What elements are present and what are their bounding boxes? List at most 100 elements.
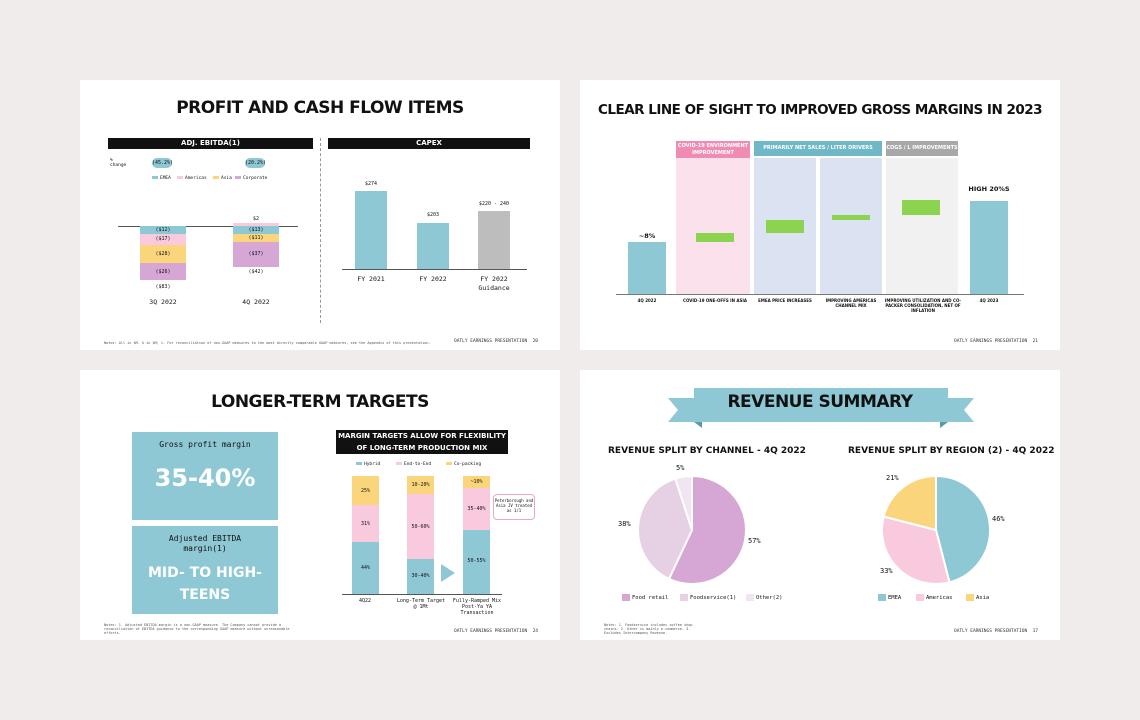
seg-label: 31% — [360, 521, 371, 527]
bar-3q-asia — [140, 245, 186, 263]
xlabel: Fully-Ramped Mix Post-Ya YA Transaction — [452, 598, 502, 616]
x-axis — [342, 594, 502, 595]
bar-4q-asia — [233, 234, 279, 242]
xlabel: 4Q 2022 — [637, 298, 657, 303]
top-label-4q: $2 — [252, 216, 260, 222]
step-covid — [696, 233, 734, 242]
footnote: Notes: 1. Adjusted EBITDA margin is a no… — [104, 623, 290, 635]
legend-corporate: Corporate — [235, 176, 267, 181]
bar-4q2022 — [628, 242, 666, 294]
pie-slice-asia — [882, 474, 937, 532]
seg-label: 50-60% — [411, 524, 430, 530]
end-value-label: HIGH 20%S — [968, 185, 1010, 193]
seg-label: ($17) — [155, 236, 171, 242]
bar3-end-to-end — [463, 488, 490, 530]
pct-badge-3q: (45.2%) — [152, 158, 174, 168]
callout-note: Peterborough and Asia JV treated as 1/1 — [493, 494, 535, 520]
legend-emea: EMEA — [878, 594, 901, 601]
step-emea — [766, 220, 804, 233]
pct-change-label: % change — [110, 158, 127, 168]
pie-slice-americas — [881, 515, 951, 585]
legend-food-retail: Food retail — [622, 594, 668, 601]
legend-end-to-end: End-to-End — [396, 462, 431, 467]
slide-revenue-summary[interactable]: REVENUE SUMMARY REVENUE SPLIT BY CHANNEL… — [580, 370, 1060, 640]
footer: OATLY EARNINGS PRESENTATION 17 — [954, 629, 1038, 634]
slide-gross-margins[interactable]: CLEAR LINE OF SIGHT TO IMPROVED GROSS MA… — [580, 80, 1060, 350]
bar3-hybrid — [463, 530, 490, 594]
pie-slice-emea — [935, 474, 991, 584]
slide-profit-cash-flow[interactable]: PROFIT AND CASH FLOW ITEMS ADJ. EBITDA(1… — [80, 80, 560, 350]
seg-label: 25% — [360, 488, 371, 494]
slide-title: PROFIT AND CASH FLOW ITEMS — [176, 98, 464, 118]
footer: OATLY EARNINGS PRESENTATION 20 — [454, 339, 538, 344]
footnote: Notes: 1. Foodservice includes coffee sh… — [604, 623, 693, 635]
slide-title: LONGER-TERM TARGETS — [211, 392, 429, 412]
legend-co-packing: Co-packing — [446, 462, 481, 467]
slide-title: CLEAR LINE OF SIGHT TO IMPROVED GROSS MA… — [597, 102, 1043, 118]
seg-label: ($13) — [248, 227, 264, 233]
capex-bar-guidance — [478, 211, 510, 269]
legend-hybrid: Hybrid — [356, 462, 380, 467]
start-value-label: ~8% — [638, 232, 656, 240]
ebitda-margin-card: Adjusted EBITDA margin(1) MID- TO HIGH-T… — [132, 526, 278, 614]
step-cogs — [902, 200, 940, 215]
pct-badge-4q: (20.2%) — [245, 158, 267, 168]
legend-asia: Asia — [213, 176, 232, 181]
pie-label: 46% — [992, 515, 1005, 523]
x-axis — [616, 294, 1024, 295]
gross-margin-card: Gross profit margin 35-40% — [132, 432, 278, 520]
pie-label: 38% — [618, 520, 631, 528]
seg-label: 35-40% — [467, 506, 486, 512]
bar1-hybrid — [352, 542, 379, 594]
title-ribbon — [668, 388, 974, 428]
header-covid: COVID-19 ENVIRONMENT IMPROVEMENT — [676, 141, 750, 158]
capex-xlabel: FY 2021 — [357, 275, 385, 283]
xlabel: 4Q22 — [358, 598, 372, 604]
capex-value-label: $274 — [364, 181, 378, 187]
capex-value-label: $220 - 240 — [478, 201, 510, 207]
xlabel: IMPROVING AMERICAS CHANNEL MIX — [825, 298, 877, 308]
channel-pie — [637, 474, 747, 585]
bar-3q-americas — [140, 234, 186, 245]
pie-label: 5% — [676, 464, 685, 472]
legend-emea: EMEA — [152, 176, 171, 181]
region-pie — [881, 474, 991, 585]
bar-4q-corporate — [233, 242, 279, 267]
seg-label: ~10% — [470, 479, 483, 485]
pie-label: 33% — [880, 567, 893, 575]
bar2-hybrid — [407, 559, 434, 594]
xlabel: COVID-19 ONE-OFFS IN ASIA — [683, 298, 747, 303]
seg-label: 30-40% — [411, 573, 430, 579]
col-bg-americas — [820, 158, 882, 294]
channel-chart-title: REVENUE SPLIT BY CHANNEL - 4Q 2022 — [608, 446, 806, 456]
capex-axis — [342, 269, 527, 270]
seg-label: ($28) — [155, 251, 171, 257]
footer: OATLY EARNINGS PRESENTATION 24 — [454, 629, 538, 634]
bar3-copacking — [463, 476, 490, 488]
pie-slice-other — [674, 474, 693, 531]
legend-foodservice: Foodservice(1) — [680, 594, 736, 601]
pie-slice-foodservice — [637, 477, 694, 581]
header-cogs: COGS / L IMPROVEMENTS — [886, 141, 958, 156]
slide-title: REVENUE SUMMARY — [727, 392, 913, 412]
region-chart-title: REVENUE SPLIT BY REGION (2) - 4Q 2022 — [848, 446, 1055, 456]
capex-value-label: $203 — [426, 212, 440, 218]
bar-3q-corporate — [140, 263, 186, 280]
step-americas — [832, 215, 870, 220]
seg-label: 44% — [360, 565, 371, 571]
capex-bar-fy2022 — [417, 223, 449, 269]
gross-margin-value: 35-40% — [154, 464, 256, 492]
bar1-copacking — [352, 476, 379, 505]
pie-slice-food-retail — [667, 474, 747, 585]
seg-label: ($12) — [155, 227, 171, 233]
legend-americas: Americas — [177, 176, 207, 181]
xlabel: 4Q 2023 — [979, 298, 999, 303]
slide-longer-term-targets[interactable]: LONGER-TERM TARGETS Gross profit margin … — [80, 370, 560, 640]
capex-xlabel: FY 2022 — [419, 275, 447, 283]
bar2-end-to-end — [407, 494, 434, 559]
capex-xlabel: FY 2022 Guidance — [478, 275, 510, 292]
bar-4q-americas — [233, 223, 279, 226]
margin-chart-header: MARGIN TARGETS ALLOW FOR FLEXIBILITY OF … — [336, 430, 508, 454]
ebitda-margin-value: MID- TO HIGH-TEENS — [148, 565, 262, 603]
bar-4q-emea — [233, 226, 279, 234]
